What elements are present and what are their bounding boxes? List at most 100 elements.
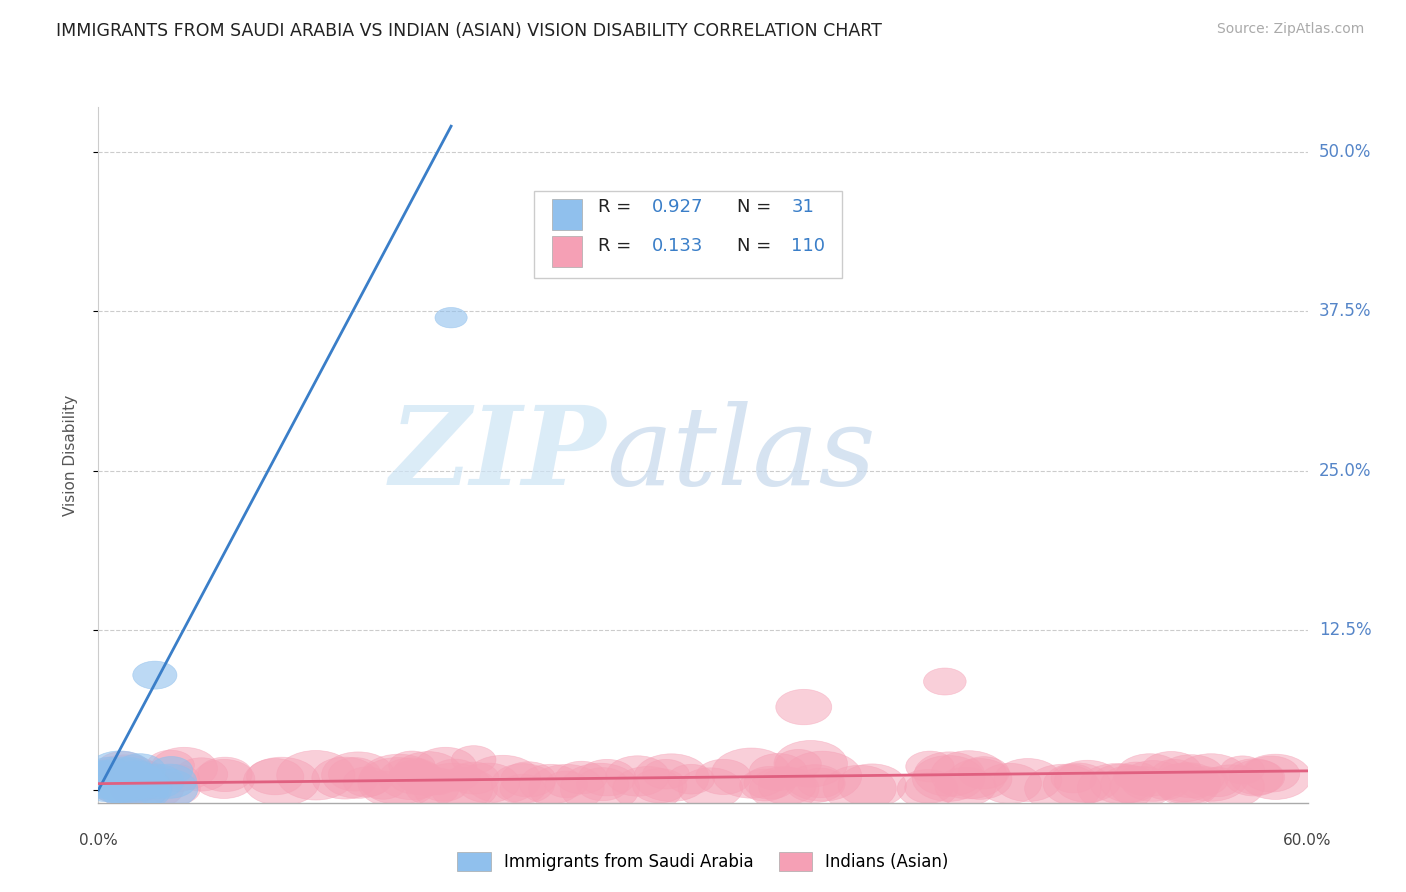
Circle shape xyxy=(96,768,134,792)
Circle shape xyxy=(749,754,807,790)
Circle shape xyxy=(823,765,896,812)
Circle shape xyxy=(786,764,845,803)
Circle shape xyxy=(740,769,790,801)
Circle shape xyxy=(979,764,1042,804)
Text: atlas: atlas xyxy=(606,401,876,508)
Circle shape xyxy=(1054,760,1121,802)
Circle shape xyxy=(578,759,636,796)
Circle shape xyxy=(1154,764,1215,802)
Text: R =: R = xyxy=(598,237,637,255)
Circle shape xyxy=(76,764,125,795)
Circle shape xyxy=(388,751,436,780)
Circle shape xyxy=(797,768,844,797)
Circle shape xyxy=(555,761,607,794)
Circle shape xyxy=(419,771,468,801)
Circle shape xyxy=(633,769,686,803)
Circle shape xyxy=(91,771,132,797)
Circle shape xyxy=(1230,760,1285,795)
Circle shape xyxy=(89,767,132,795)
Circle shape xyxy=(357,757,437,808)
Circle shape xyxy=(904,772,953,803)
Circle shape xyxy=(1240,755,1312,799)
Legend: Immigrants from Saudi Arabia, Indians (Asian): Immigrants from Saudi Arabia, Indians (A… xyxy=(451,846,955,878)
Circle shape xyxy=(1052,764,1097,793)
Circle shape xyxy=(576,768,628,801)
Circle shape xyxy=(157,764,200,792)
Circle shape xyxy=(744,766,796,799)
Circle shape xyxy=(948,758,1012,799)
Circle shape xyxy=(107,776,146,801)
Circle shape xyxy=(90,757,129,782)
Circle shape xyxy=(1174,754,1249,801)
Circle shape xyxy=(434,308,467,328)
Circle shape xyxy=(132,661,177,690)
Text: 0.927: 0.927 xyxy=(652,197,704,216)
Text: R =: R = xyxy=(598,197,637,216)
Circle shape xyxy=(97,751,149,784)
Circle shape xyxy=(451,746,496,774)
Circle shape xyxy=(905,751,955,781)
Circle shape xyxy=(110,770,170,807)
Text: 31: 31 xyxy=(792,197,814,216)
Circle shape xyxy=(1090,764,1153,804)
Circle shape xyxy=(103,771,148,799)
Circle shape xyxy=(114,754,166,786)
Circle shape xyxy=(758,768,815,805)
Circle shape xyxy=(198,757,252,792)
Circle shape xyxy=(361,771,405,799)
Circle shape xyxy=(394,752,463,796)
Circle shape xyxy=(429,759,479,791)
Circle shape xyxy=(91,770,131,794)
Circle shape xyxy=(312,757,378,799)
Circle shape xyxy=(1220,756,1264,784)
Circle shape xyxy=(1043,763,1111,805)
Circle shape xyxy=(546,771,588,797)
Circle shape xyxy=(449,762,499,794)
Circle shape xyxy=(114,765,184,810)
Circle shape xyxy=(959,756,1010,789)
Circle shape xyxy=(150,747,218,789)
Circle shape xyxy=(176,758,228,791)
Circle shape xyxy=(1184,766,1227,795)
Circle shape xyxy=(149,772,200,805)
Circle shape xyxy=(1077,764,1154,813)
Circle shape xyxy=(86,760,125,785)
Circle shape xyxy=(678,768,742,809)
Text: 37.5%: 37.5% xyxy=(1319,302,1371,320)
Circle shape xyxy=(329,757,381,791)
Circle shape xyxy=(529,764,605,812)
Circle shape xyxy=(838,764,907,807)
FancyBboxPatch shape xyxy=(551,199,582,230)
Circle shape xyxy=(243,757,319,805)
Circle shape xyxy=(415,747,477,787)
Circle shape xyxy=(430,768,498,810)
Circle shape xyxy=(1140,751,1202,790)
Circle shape xyxy=(1114,762,1159,790)
Circle shape xyxy=(193,759,254,798)
Circle shape xyxy=(1025,764,1101,813)
Circle shape xyxy=(127,765,162,788)
Circle shape xyxy=(1154,763,1220,804)
Circle shape xyxy=(501,774,546,803)
Circle shape xyxy=(606,756,669,797)
Circle shape xyxy=(773,740,848,787)
Circle shape xyxy=(519,764,582,804)
Text: 60.0%: 60.0% xyxy=(1284,833,1331,848)
Circle shape xyxy=(634,754,709,802)
Circle shape xyxy=(406,772,458,805)
Circle shape xyxy=(668,764,714,794)
Circle shape xyxy=(413,764,494,814)
Circle shape xyxy=(1195,767,1241,797)
Circle shape xyxy=(613,766,683,811)
Circle shape xyxy=(110,761,162,794)
Circle shape xyxy=(135,769,198,808)
Circle shape xyxy=(86,764,141,798)
Text: Source: ZipAtlas.com: Source: ZipAtlas.com xyxy=(1216,22,1364,37)
Circle shape xyxy=(897,770,957,808)
Circle shape xyxy=(84,773,128,802)
Circle shape xyxy=(465,756,541,804)
Circle shape xyxy=(749,767,820,811)
Circle shape xyxy=(914,752,984,797)
Circle shape xyxy=(146,750,194,780)
Circle shape xyxy=(93,772,139,803)
